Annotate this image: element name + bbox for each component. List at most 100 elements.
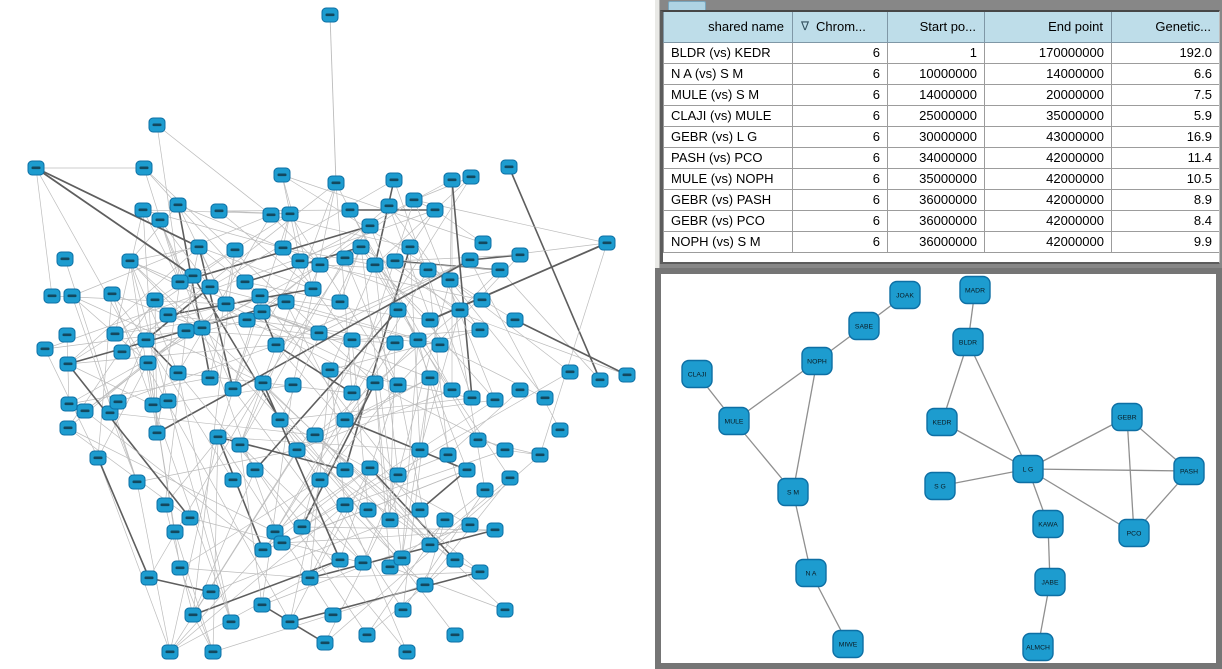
network-node[interactable] (254, 375, 272, 391)
network-node[interactable] (561, 364, 579, 380)
cell-shared-name[interactable]: NOPH (vs) S M (663, 230, 793, 253)
network-node-bldr[interactable]: BLDR (952, 327, 984, 357)
network-node[interactable] (352, 239, 370, 255)
table-row[interactable]: N A (vs) S M 6 10000000 14000000 6.6 (663, 62, 1219, 85)
network-node[interactable] (361, 218, 379, 234)
network-node[interactable] (204, 644, 222, 660)
network-node[interactable] (421, 537, 439, 553)
cell-value[interactable]: 16.9 (1111, 125, 1219, 148)
network-node[interactable] (159, 393, 177, 409)
subnetwork-view[interactable]: JOAK SABE NOPH CLAJI MULE S M N A MIWE MADR BLDR K… (661, 274, 1216, 663)
network-node[interactable] (58, 327, 76, 343)
network-node[interactable] (327, 175, 345, 191)
network-node-jabe[interactable]: JABE (1034, 567, 1066, 597)
network-node[interactable] (598, 235, 616, 251)
network-node[interactable] (121, 253, 139, 269)
network-node-n-a[interactable]: N A (795, 558, 827, 588)
table-row[interactable]: GEBR (vs) PASH 6 36000000 42000000 8.9 (663, 188, 1219, 211)
network-node[interactable] (137, 332, 155, 348)
network-node[interactable] (511, 247, 529, 263)
network-node[interactable] (169, 197, 187, 213)
network-node[interactable] (401, 239, 419, 255)
cell-value[interactable]: 6 (792, 62, 888, 85)
network-node[interactable] (304, 281, 322, 297)
node-shape[interactable] (924, 471, 956, 501)
node-shape[interactable] (718, 406, 750, 436)
network-node[interactable] (202, 584, 220, 600)
cell-value[interactable]: 6 (792, 41, 888, 64)
network-node[interactable] (405, 192, 423, 208)
cell-shared-name[interactable]: MULE (vs) S M (663, 83, 793, 106)
network-node[interactable] (389, 377, 407, 393)
cell-value[interactable]: 192.0 (1111, 41, 1219, 64)
node-shape[interactable] (1173, 456, 1205, 486)
network-node-kedr[interactable]: KEDR (926, 407, 958, 437)
network-node[interactable] (618, 367, 636, 383)
network-node-kawa[interactable]: KAWA (1032, 509, 1064, 539)
node-shape[interactable] (777, 477, 809, 507)
cell-value[interactable]: 6 (792, 83, 888, 106)
network-node-claji[interactable]: CLAJI (681, 359, 713, 389)
cell-value[interactable]: 10000000 (887, 62, 985, 85)
cell-value[interactable]: 36000000 (887, 188, 985, 211)
network-node[interactable] (171, 274, 189, 290)
network-node-s-m[interactable]: S M (777, 477, 809, 507)
network-node-s-g[interactable]: S G (924, 471, 956, 501)
cell-value[interactable]: 14000000 (984, 62, 1112, 85)
network-node[interactable] (210, 203, 228, 219)
network-node[interactable] (169, 365, 187, 381)
network-node[interactable] (359, 502, 377, 518)
cell-value[interactable]: 6 (792, 125, 888, 148)
network-node[interactable] (336, 462, 354, 478)
cell-value[interactable]: 5.9 (1111, 104, 1219, 127)
network-node[interactable] (469, 432, 487, 448)
column-header-start-po[interactable]: Start po... (887, 12, 985, 43)
network-node[interactable] (284, 377, 302, 393)
network-node[interactable] (171, 560, 189, 576)
cell-value[interactable]: 6.6 (1111, 62, 1219, 85)
network-node[interactable] (506, 312, 524, 328)
network-node[interactable] (311, 257, 329, 273)
network-node[interactable] (531, 447, 549, 463)
network-node[interactable] (439, 447, 457, 463)
network-node[interactable] (231, 437, 249, 453)
network-node[interactable] (461, 517, 479, 533)
node-shape[interactable] (1012, 454, 1044, 484)
network-node[interactable] (181, 510, 199, 526)
table-row[interactable]: BLDR (vs) KEDR 6 1 170000000 192.0 (663, 41, 1219, 64)
cell-value[interactable]: 43000000 (984, 125, 1112, 148)
network-node[interactable] (291, 253, 309, 269)
network-node[interactable] (361, 460, 379, 476)
network-node[interactable] (501, 470, 519, 486)
network-node[interactable] (411, 442, 429, 458)
network-node[interactable] (394, 602, 412, 618)
network-node[interactable] (217, 296, 235, 312)
network-node[interactable] (380, 198, 398, 214)
network-node[interactable] (471, 322, 489, 338)
network-node[interactable] (336, 497, 354, 513)
network-node[interactable] (113, 344, 131, 360)
network-node[interactable] (411, 502, 429, 518)
network-node[interactable] (103, 286, 121, 302)
node-shape[interactable] (926, 407, 958, 437)
network-node[interactable] (343, 332, 361, 348)
network-node[interactable] (281, 206, 299, 222)
network-node[interactable] (366, 257, 384, 273)
network-node[interactable] (446, 627, 464, 643)
network-node[interactable] (486, 392, 504, 408)
network-node[interactable] (386, 335, 404, 351)
network-node[interactable] (139, 355, 157, 371)
network-node[interactable] (463, 390, 481, 406)
cell-shared-name[interactable]: MULE (vs) NOPH (663, 167, 793, 190)
table-row[interactable]: PASH (vs) PCO 6 34000000 42000000 11.4 (663, 146, 1219, 169)
network-node[interactable] (238, 312, 256, 328)
network-node[interactable] (409, 332, 427, 348)
network-node-miwe[interactable]: MIWE (832, 629, 864, 659)
pane-divider[interactable] (655, 0, 660, 268)
network-node[interactable] (536, 390, 554, 406)
table-row[interactable]: CLAJI (vs) MULE 6 25000000 35000000 5.9 (663, 104, 1219, 127)
node-shape[interactable] (832, 629, 864, 659)
network-node[interactable] (496, 442, 514, 458)
network-node-pash[interactable]: PASH (1173, 456, 1205, 486)
network-node[interactable] (76, 403, 94, 419)
